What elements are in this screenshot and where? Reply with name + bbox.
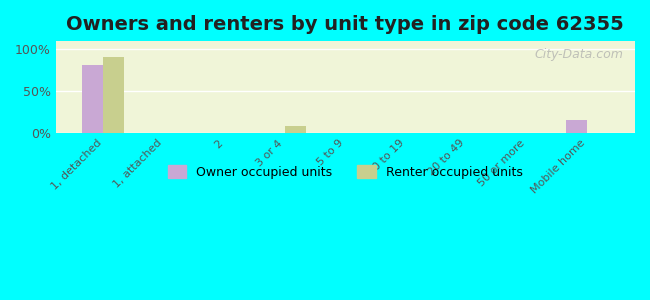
Bar [566,121,588,133]
Bar [82,64,103,133]
Title: Owners and renters by unit type in zip code 62355: Owners and renters by unit type in zip c… [66,15,624,34]
Bar [285,125,306,133]
Legend: Owner occupied units, Renter occupied units: Owner occupied units, Renter occupied un… [162,160,528,184]
Bar [103,57,124,133]
Text: City-Data.com: City-Data.com [534,49,623,62]
